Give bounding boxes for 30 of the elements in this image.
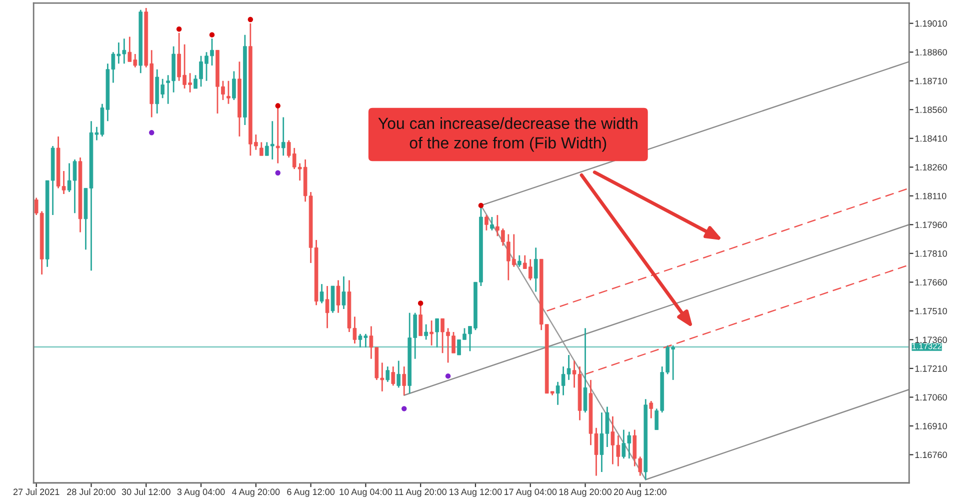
y-tick-label: 1.18260 <box>915 164 947 170</box>
x-tick-label: 27 Jul 2021 <box>13 488 60 496</box>
x-tick-label: 20 Aug 12:00 <box>614 488 666 497</box>
y-tick-label: 1.18860 <box>915 49 947 56</box>
x-tick-label: 6 Aug 12:00 <box>287 488 335 497</box>
y-tick-label: 1.18110 <box>915 192 946 200</box>
y-tick-label: 1.17060 <box>915 394 947 401</box>
annotation: You can increase/decrease the width of the zone from (Fib Width) <box>378 117 638 152</box>
y-tick-label: 1.18560 <box>915 106 947 113</box>
x-tick-label: 11 Aug 20:00 <box>395 488 447 497</box>
y-tick-label: 1.17660 <box>915 279 947 286</box>
y-tick-label: 1.18410 <box>915 135 947 142</box>
x-tick-label: 13 Aug 12:00 <box>450 488 502 497</box>
x-tick-label: 28 Jul 20:00 <box>67 488 116 496</box>
y-tick-label: 1.17510 <box>915 308 947 314</box>
y-tick-label: 1.16910 <box>915 422 947 430</box>
y-tick-label: 1.17810 <box>915 250 947 257</box>
x-tick-label: 4 Aug 20:00 <box>232 488 280 497</box>
y-tick-label: 1.17360 <box>915 336 947 344</box>
x-tick-label: 17 Aug 04:00 <box>504 488 557 497</box>
y-tick-label: 1.17960 <box>915 222 947 228</box>
x-tick-label: 3 Aug 04:00 <box>177 488 225 497</box>
y-tick-label: 1.17210 <box>915 365 947 372</box>
x-tick-label: 18 Aug 20:00 <box>559 488 612 497</box>
y-tick-label: 1.16760 <box>915 452 947 458</box>
y-tick-label: 1.19010 <box>915 20 947 27</box>
x-tick-label: 10 Aug 04:00 <box>340 488 392 497</box>
x-tick-label: 30 Jul 12:00 <box>122 488 170 496</box>
ref-line-label: 1.17322 <box>912 343 942 350</box>
y-tick-label: 1.18710 <box>915 78 947 84</box>
